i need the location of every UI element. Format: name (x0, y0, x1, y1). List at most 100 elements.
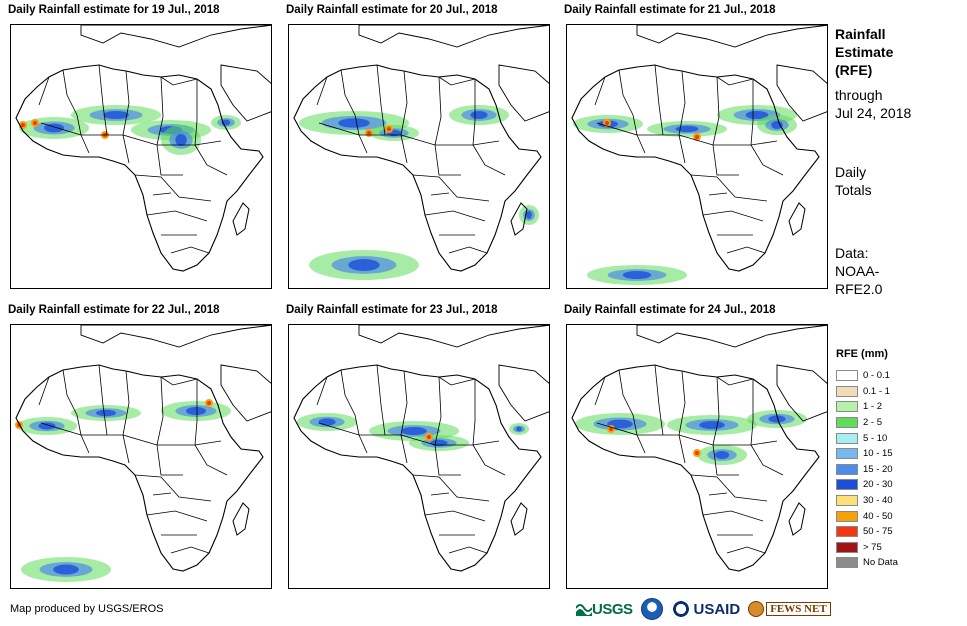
legend-item: > 75 (836, 540, 898, 556)
country-border (62, 69, 82, 136)
country-border (340, 369, 360, 436)
side-title-line: Estimate (835, 44, 894, 60)
legend-swatch (836, 370, 858, 382)
country-border (594, 376, 606, 406)
country-border (146, 510, 208, 522)
country-border (80, 134, 90, 154)
rain-area-heavy (348, 259, 380, 271)
usaid-seal-icon (670, 599, 691, 619)
rain-hotspot-core (695, 451, 699, 455)
country-border (716, 76, 754, 86)
rain-area-heavy (470, 111, 488, 119)
country-border (156, 144, 183, 176)
rain-hotspot-core (21, 123, 25, 127)
fews-net-logo: FEWS NET (748, 601, 831, 617)
noaa-logo (640, 598, 663, 620)
africa-coastline (571, 364, 820, 572)
country-border (434, 376, 442, 446)
rain-hotspot-core (387, 127, 391, 131)
legend-label: 5 - 10 (863, 432, 888, 444)
country-border (716, 376, 754, 386)
rain-hotspot-core (33, 121, 37, 125)
rain-area-heavy (622, 271, 652, 279)
legend-swatch (836, 432, 858, 444)
country-border (156, 376, 164, 446)
rainfall-map (288, 324, 550, 589)
country-border (194, 444, 228, 476)
rainfall-map (566, 24, 828, 289)
rain-area-heavy (745, 111, 769, 119)
rain-area-heavy (771, 121, 783, 129)
country-border (400, 134, 408, 164)
panel-title: Daily Rainfall estimate for 19 Jul., 201… (8, 4, 220, 16)
map-panel-6: Daily Rainfall estimate for 24 Jul., 201… (564, 304, 828, 589)
country-border (62, 369, 82, 436)
country-border (194, 144, 228, 176)
country-border (472, 379, 476, 446)
country-border (122, 370, 130, 436)
panel-title: Daily Rainfall estimate for 22 Jul., 201… (8, 304, 220, 316)
legend: 0 - 0.1 0.1 - 1 1 - 2 2 - 5 5 - 10 10 - 15 15 … (836, 368, 898, 571)
usgs-label: USGS (592, 600, 633, 618)
credit-text: Map produced by USGS/EROS (10, 603, 164, 615)
country-border (400, 434, 408, 464)
side-data-line: Data: (835, 245, 869, 261)
country-border (448, 546, 488, 554)
legend-item: 10 - 15 (836, 446, 898, 462)
country-border (726, 546, 766, 554)
country-border (712, 376, 720, 446)
legend-item: 15 - 20 (836, 462, 898, 478)
panel-title: Daily Rainfall estimate for 23 Jul., 201… (286, 304, 498, 316)
country-border (122, 134, 130, 164)
side-through-line: Jul 24, 2018 (835, 105, 912, 121)
rain-area-heavy (699, 421, 725, 429)
rainfall-map (10, 24, 272, 289)
legend-label: > 75 (863, 541, 882, 553)
country-border (712, 144, 739, 176)
logo-bar: USGS USAID FEWS NET (576, 597, 839, 621)
legend-item: 1 - 2 (836, 399, 898, 415)
arabia-outline (776, 64, 827, 122)
country-border (80, 434, 90, 454)
country-border (618, 369, 638, 436)
rain-hotspot-core (367, 131, 371, 135)
country-border (702, 510, 764, 522)
rain-area-heavy (714, 451, 730, 459)
usgs-logo: USGS (576, 601, 633, 618)
country-border (316, 76, 328, 106)
legend-swatch (836, 510, 858, 522)
country-border (708, 192, 728, 196)
map-panel-3: Daily Rainfall estimate for 21 Jul., 201… (564, 4, 828, 289)
europe-outline (636, 25, 827, 48)
side-title-line: (RFE) (835, 62, 873, 78)
country-border (194, 79, 198, 146)
legend-swatch (836, 401, 858, 413)
arabia-outline (498, 64, 549, 122)
rainfall-map (10, 324, 272, 589)
side-data-line: NOAA- (835, 263, 880, 279)
country-border (438, 76, 476, 86)
rain-area-heavy (175, 134, 187, 146)
country-border (678, 370, 686, 436)
side-daily-line: Totals (835, 182, 872, 198)
madagascar-outline (510, 502, 528, 536)
arabia-outline (220, 64, 271, 122)
legend-swatch (836, 448, 858, 460)
side-title: Rainfall Estimate (RFE) (835, 25, 893, 79)
country-border (678, 70, 686, 136)
legend-label: 15 - 20 (863, 463, 893, 475)
legend-label: 10 - 15 (863, 448, 893, 460)
country-border (38, 376, 50, 406)
legend-label: 50 - 75 (863, 526, 893, 538)
rain-hotspot-core (695, 135, 699, 139)
madagascar-outline (788, 502, 806, 536)
legend-label: 30 - 40 (863, 495, 893, 507)
country-border (358, 134, 368, 154)
legend-item: 0 - 0.1 (836, 368, 898, 384)
country-border (636, 134, 646, 154)
side-data-line: RFE2.0 (835, 281, 883, 297)
legend-label: 1 - 2 (863, 401, 883, 413)
country-border (160, 376, 198, 386)
country-border (654, 64, 664, 136)
legend-title: RFE (mm) (836, 348, 888, 360)
